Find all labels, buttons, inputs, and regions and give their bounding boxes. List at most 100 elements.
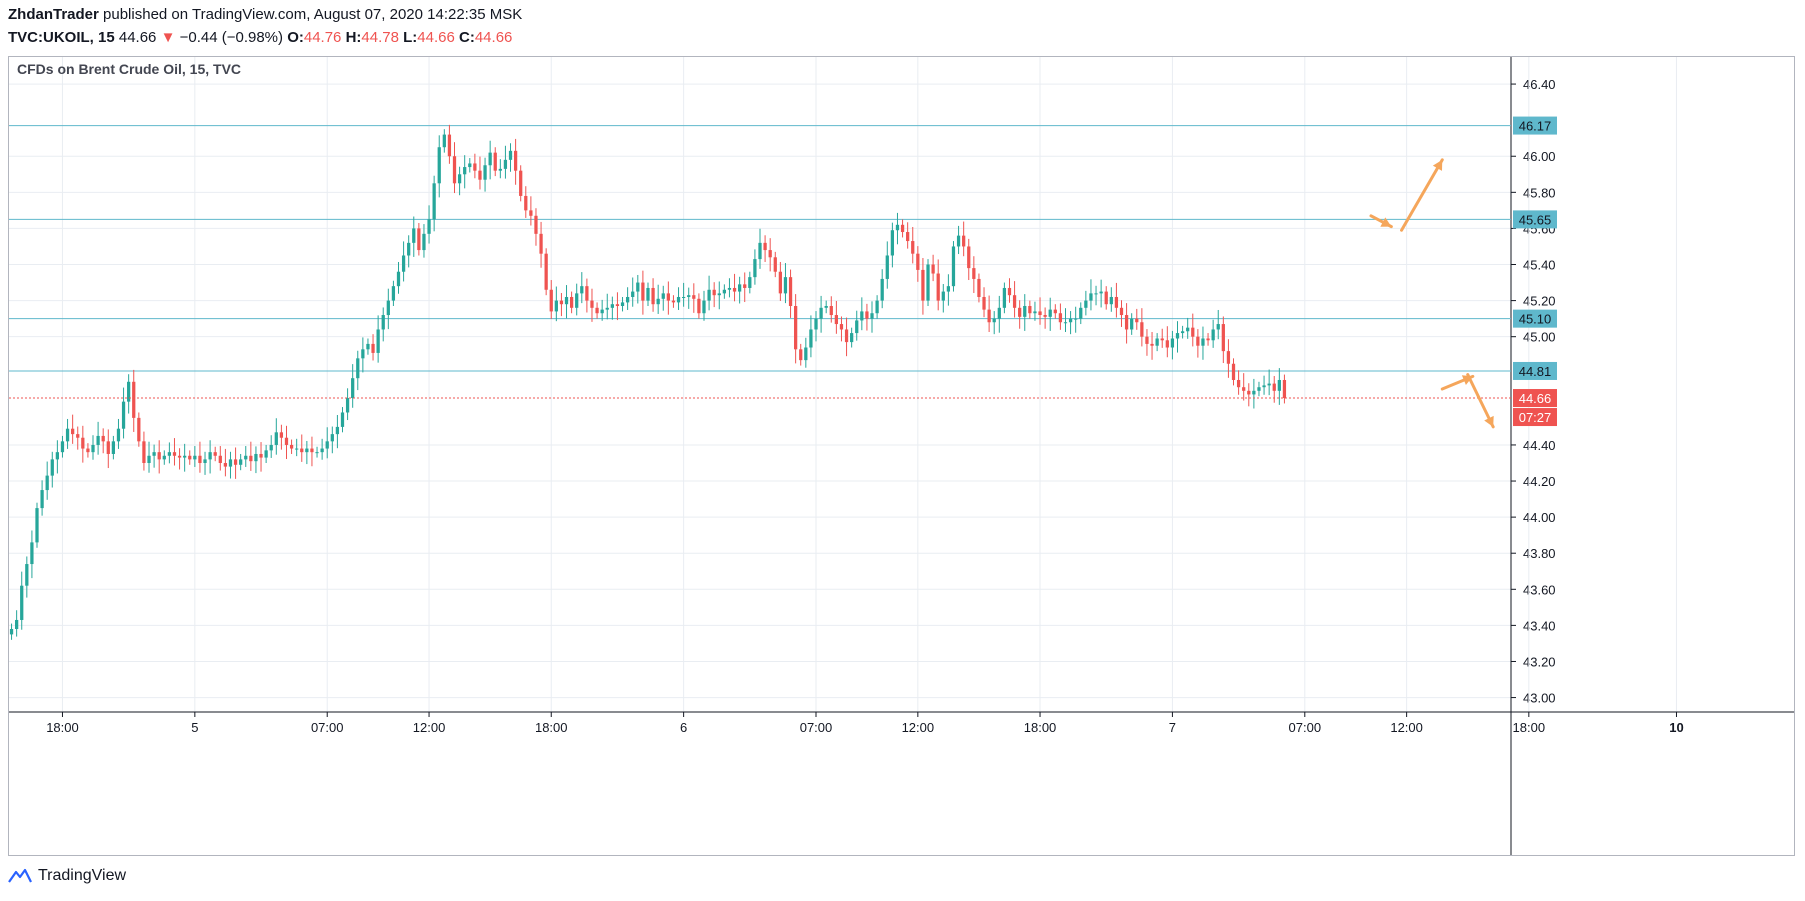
candle-body (641, 282, 645, 301)
candle-body (274, 432, 278, 445)
candle-body (233, 459, 238, 465)
candle-body (1272, 383, 1276, 391)
high-label: H: (345, 29, 362, 46)
author-name[interactable]: ZhdanTrader (8, 6, 99, 23)
candle-body (844, 329, 849, 343)
candle-body (422, 233, 426, 251)
candle-body (147, 455, 151, 463)
chart-frame[interactable]: 46.40 46.00 45.80 45.60 45.40 45.20 45.00 44.40… (8, 56, 1795, 856)
candle-body (9, 628, 14, 635)
candle-body (941, 291, 945, 301)
candle-body (25, 564, 29, 586)
candle-body (330, 434, 334, 442)
change-value: −0.44 (−0.98%) (179, 29, 284, 46)
x-tick-label: 5 (191, 720, 198, 735)
candle-body (193, 455, 197, 460)
candle-body (956, 235, 961, 247)
candle-body (615, 304, 620, 307)
candle-body (1180, 331, 1185, 334)
x-tick-label: 18:00 (535, 720, 568, 735)
candle-body (142, 441, 146, 463)
candle-body (351, 378, 355, 399)
footer-brand[interactable]: TradingView (8, 867, 126, 885)
candle-body (1043, 315, 1047, 317)
candle-body (982, 296, 986, 310)
candle-body (172, 452, 177, 456)
candle-body (783, 277, 788, 294)
candle-body (1068, 318, 1073, 323)
candle-body (1186, 327, 1190, 332)
candle-body (931, 264, 935, 274)
x-tick-label: 12:00 (902, 720, 935, 735)
candle-body (951, 246, 956, 287)
candle-body (1119, 307, 1124, 316)
candle-body (432, 183, 436, 220)
candle-body (340, 412, 345, 427)
candle-body (1099, 291, 1103, 294)
candle-body (1048, 309, 1052, 317)
candle-body (218, 455, 222, 463)
x-tick-label: 18:00 (1024, 720, 1057, 735)
y-tick-label: 43.80 (1523, 546, 1556, 561)
candle-body (295, 448, 299, 450)
candle-body (60, 441, 65, 453)
y-tick-label: 44.20 (1523, 474, 1556, 489)
candle-body (320, 448, 324, 453)
candle-body (768, 250, 772, 258)
candle-body (1221, 324, 1225, 352)
candle-body (651, 287, 655, 305)
x-tick-label: 7 (1169, 720, 1176, 735)
candle-body (1175, 333, 1180, 339)
candle-body (412, 228, 416, 243)
candle-body (763, 242, 767, 251)
candle-body (279, 432, 284, 438)
candle-body (1074, 318, 1078, 320)
candle-body (906, 232, 910, 242)
candle-body (1018, 307, 1022, 317)
candle-body (595, 307, 599, 314)
candle-body (519, 170, 523, 196)
candle-body (65, 428, 70, 442)
candle-body (1058, 313, 1063, 323)
candle-body (834, 315, 839, 325)
price-chart[interactable]: 46.4046.0045.8045.6045.4045.2045.0044.40… (9, 57, 1794, 855)
symbol-label: TVC:UKOIL, 15 (8, 29, 115, 46)
candle-body (661, 293, 665, 299)
candle-body (71, 428, 75, 435)
candle-body (361, 349, 365, 359)
candle-body (575, 293, 579, 308)
candle-body (391, 286, 396, 301)
candle-body (666, 293, 670, 301)
y-tick-label: 43.00 (1523, 691, 1556, 706)
candle-body (727, 287, 732, 290)
candle-body (96, 435, 100, 445)
candle-body (885, 255, 889, 279)
candle-body (478, 170, 482, 180)
candle-body (1196, 336, 1200, 346)
candle-body (239, 459, 243, 465)
candle-body (855, 320, 859, 334)
candle-body (198, 455, 202, 463)
y-tick-label: 45.20 (1523, 294, 1556, 309)
high-value: 44.78 (361, 29, 399, 46)
last-price-tag (1513, 389, 1557, 408)
candle-body (407, 242, 411, 256)
candle-body (493, 152, 497, 171)
candle-body (1267, 383, 1271, 386)
candle-body (228, 459, 233, 467)
candle-body (106, 441, 110, 454)
candle-body (1206, 338, 1210, 341)
candle-body (167, 452, 172, 456)
candle-body (799, 349, 803, 361)
y-tick-label: 44.00 (1523, 510, 1556, 525)
candle-body (157, 452, 161, 460)
last-price-value: 44.66 (118, 29, 157, 46)
candle-body (839, 324, 844, 330)
candle-body (753, 259, 757, 278)
annotation-arrow-line (1466, 373, 1495, 429)
candle-body (712, 289, 716, 296)
candle-body (121, 401, 126, 429)
candle-body (81, 437, 85, 449)
candle-body (254, 453, 258, 462)
x-tick-label: 07:00 (1289, 720, 1322, 735)
